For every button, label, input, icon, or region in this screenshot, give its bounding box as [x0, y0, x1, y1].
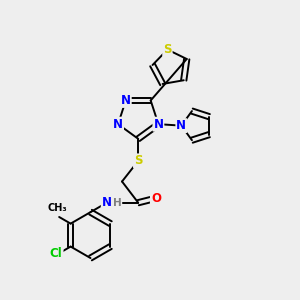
Text: S: S: [134, 154, 142, 167]
Text: N: N: [176, 119, 186, 132]
Text: H: H: [112, 198, 122, 208]
Text: N: N: [113, 118, 123, 131]
Text: Cl: Cl: [50, 247, 63, 260]
Text: S: S: [163, 43, 172, 56]
Text: N: N: [153, 118, 164, 131]
Text: O: O: [151, 192, 161, 205]
Text: N: N: [121, 94, 131, 107]
Text: N: N: [102, 196, 112, 209]
Text: CH₃: CH₃: [48, 203, 68, 214]
